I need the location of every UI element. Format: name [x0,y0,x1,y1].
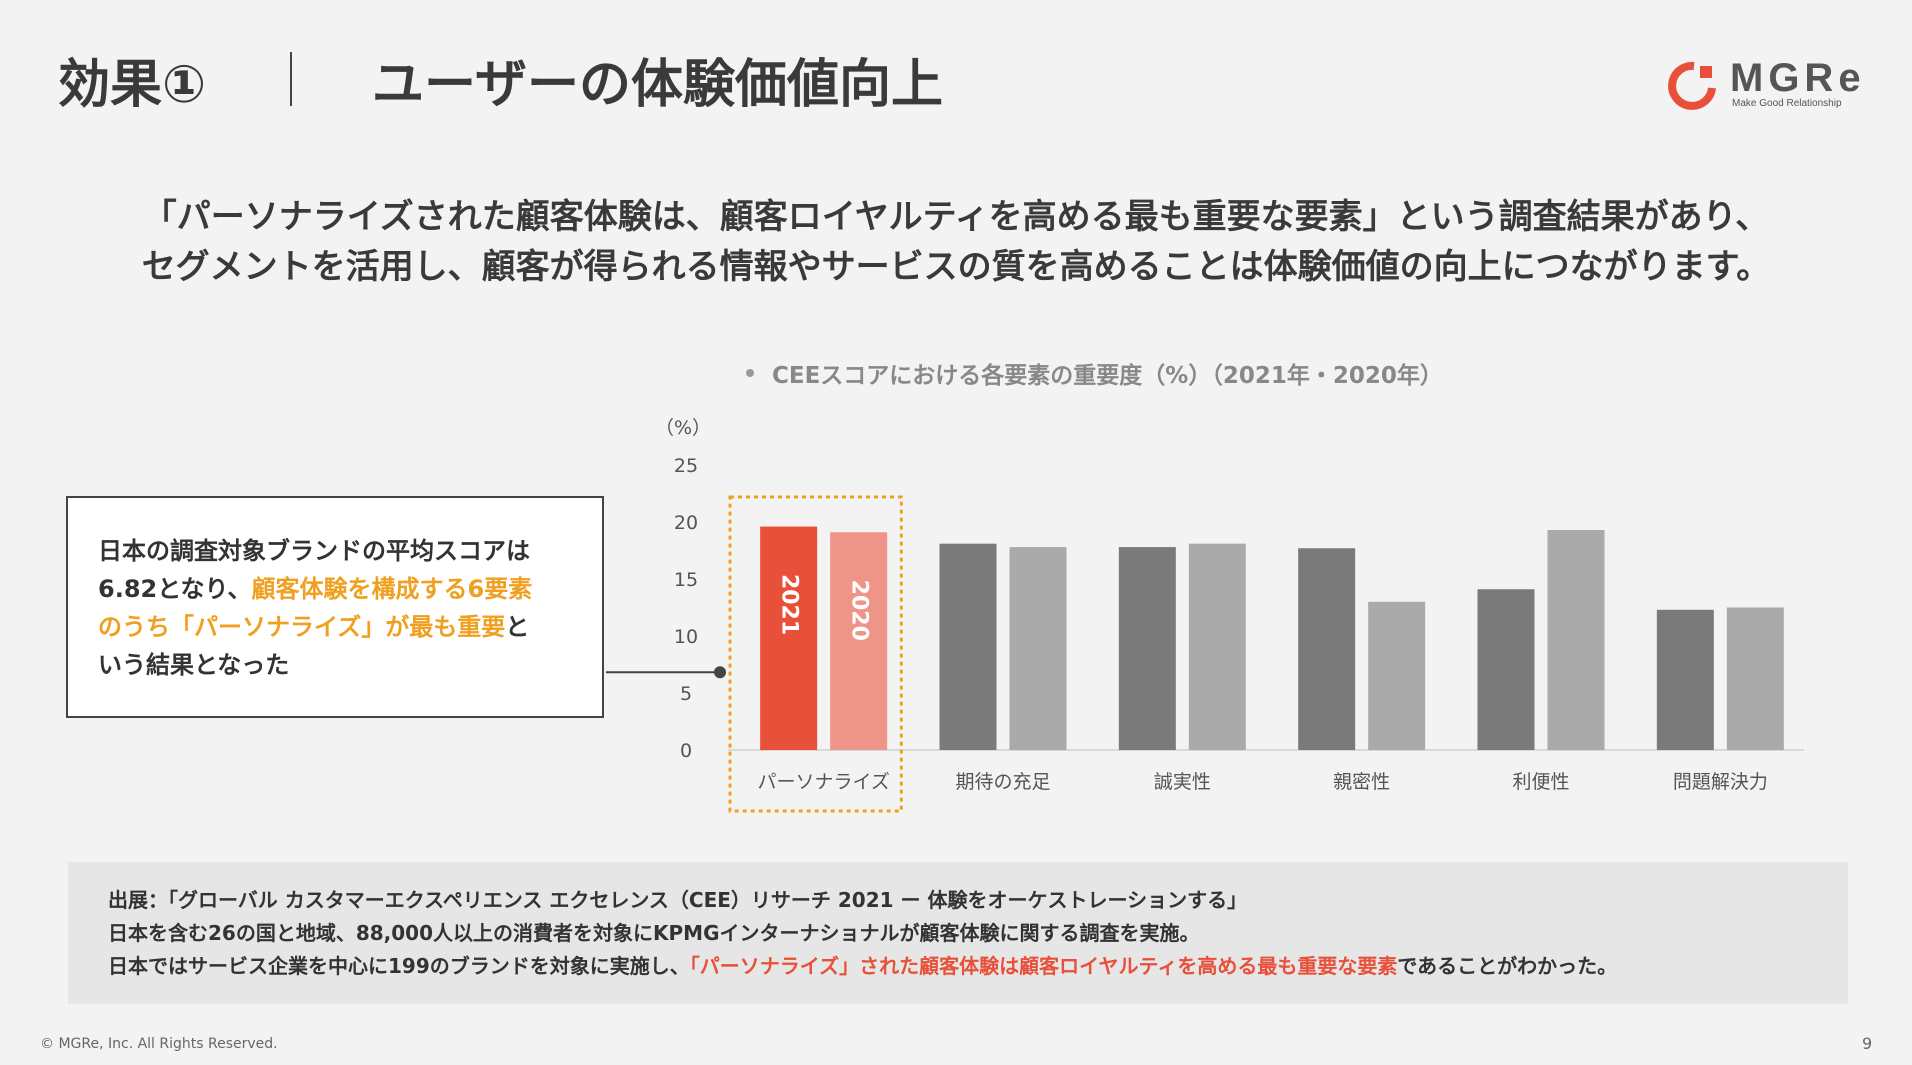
title-main: ユーザーの体験価値向上 [372,54,943,115]
x-tick-label: 親密性 [1333,771,1390,793]
x-tick-label: パーソナライズ [757,771,889,793]
callout-box: 日本の調査対象ブランドの平均スコアは 6.82となり、顧客体験を構成する6要素 … [66,496,604,718]
callout-line-3-tail: と [505,613,530,641]
callout-line-3: のうち「パーソナライズ」が最も重要と [98,608,588,646]
bar-2021 [1656,609,1714,750]
bar-2020 [830,532,888,750]
source-line-1: 出展：「グローバル カスタマーエクスペリエンス エクセレンス（CEE）リサーチ … [108,888,1248,912]
bar-2021 [1298,548,1356,750]
source-line-2: 日本を含む26の国と地域、88,000人以上の消費者を対象にKPMGインターナシ… [108,921,1200,945]
chart-title-text: CEEスコアにおける各要素の重要度（%）（2021年・2020年） [772,363,1443,389]
source-highlight: 「パーソナライズ」された顧客体験は顧客ロイヤルティを高める最も重要な要素 [689,954,1398,978]
chart-title: CEEスコアにおける各要素の重要度（%）（2021年・2020年） [746,356,1443,390]
logo-mark-icon [1668,61,1716,110]
y-tick-label: 15 [674,569,698,591]
callout-highlight-2: のうち「パーソナライズ」が最も重要 [98,613,506,641]
y-tick-label: 25 [674,455,698,477]
bar-2020 [1188,543,1246,750]
logo-subtitle: Make Good Relationship [1732,98,1842,109]
y-tick-label: 20 [674,512,698,534]
bar-2021 [939,543,997,750]
source-box: 出展：「グローバル カスタマーエクスペリエンス エクセレンス（CEE）リサーチ … [68,862,1848,1004]
callout-line-1: 日本の調査対象ブランドの平均スコアは [98,537,530,565]
highlight-frame [728,495,903,813]
source-line-3-tail: であることがわかった。 [1397,954,1618,978]
bullet-dot-icon [746,369,754,377]
bar-chart: （%） 0 5 10 15 20 25 2021 2020 パーソナライズ 期待の充足 誠実性 親密性 利… [606,417,1804,813]
bar-2021 [1118,547,1176,750]
x-tick-label: 問題解決力 [1673,771,1768,793]
mgre-logo: MGRe Make Good Relationship [1664,56,1874,112]
title-prefix: 効果① [58,54,207,115]
bar-2020 [1726,607,1784,750]
lead-line-2: セグメントを活用し、顧客が得られる情報やサービスの質を高めることは体験価値の向上… [141,247,1771,287]
callout-text: 日本の調査対象ブランドの平均スコアは 6.82となり、顧客体験を構成する6要素 … [98,532,588,684]
average-marker-dot [714,666,726,679]
callout-line-2: 6.82となり、顧客体験を構成する6要素 [98,570,588,608]
bar-series-label: 2020 [847,580,872,641]
x-tick-label: 誠実性 [1154,771,1211,793]
source-text: 出展：「グローバル カスタマーエクスペリエンス エクセレンス（CEE）リサーチ … [108,884,1617,983]
title-divider [290,52,293,106]
logo-text: MGRe [1730,56,1866,100]
bar-2020 [1368,601,1426,750]
page-number: 9 [1862,1034,1873,1053]
y-tick-label: 10 [674,626,698,648]
copyright-footer: © MGRe, Inc. All Rights Reserved. [40,1036,278,1052]
callout-line-4: いう結果となった [98,651,290,679]
y-tick-label: 5 [680,683,692,705]
bar-2021 [1477,589,1535,750]
bar-2021 [760,526,818,750]
bar-2020 [1547,529,1605,750]
bar-2020 [1009,547,1067,750]
lead-text: 「パーソナライズされた顧客体験は、顧客ロイヤルティを高める最も重要な要素」という… [0,192,1912,292]
y-tick-label: 0 [680,740,692,762]
callout-highlight-1: 顧客体験を構成する6要素 [251,575,533,603]
y-axis-label: （%） [655,417,711,439]
source-line-3: 日本ではサービス企業を中心に199のブランドを対象に実施し、「パーソナライズ」さ… [108,950,1617,983]
x-tick-label: 利便性 [1512,771,1569,793]
bar-series-label: 2021 [777,574,802,635]
x-tick-label: 期待の充足 [955,771,1050,793]
callout-average-text: 6.82となり、 [98,575,252,603]
page-title: 効果① ユーザーの体験価値向上 [58,44,943,115]
source-line-3-head: 日本ではサービス企業を中心に199のブランドを対象に実施し、 [108,954,690,978]
lead-line-1: 「パーソナライズされた顧客体験は、顧客ロイヤルティを高める最も重要な要素」という… [142,197,1770,237]
